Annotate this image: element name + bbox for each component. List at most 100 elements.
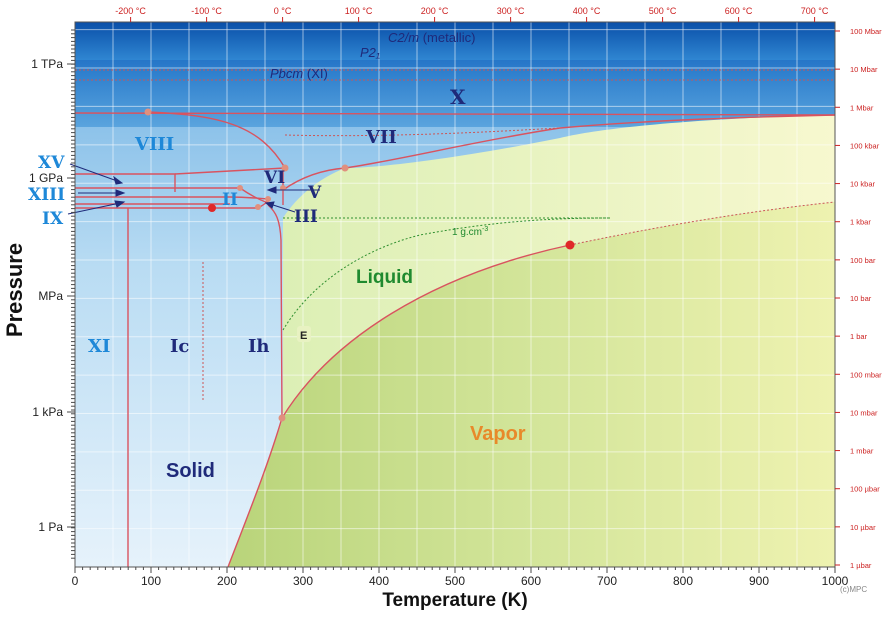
phase-vii-label: VII <box>365 127 397 148</box>
x-tick-label: 500 <box>445 574 465 588</box>
solid-label: Solid <box>166 460 215 482</box>
x-axis: 0 100 200 300 400 500 600 700 800 900 1000 <box>72 567 849 588</box>
x-tick-label: 800 <box>673 574 693 588</box>
right-tick-label: 1 Mbar <box>850 103 874 112</box>
vapor-label: Vapor <box>470 423 526 445</box>
phase-ic-label: Ic <box>170 336 189 357</box>
arrow-head-icon <box>113 175 124 185</box>
x-tick-label: 0 <box>72 574 79 588</box>
liquid-label: Liquid <box>356 267 413 288</box>
phase-ih-label: Ih <box>248 336 270 357</box>
phase-xi-label: XI <box>88 336 110 357</box>
right-tick-label: 100 Mbar <box>850 27 882 36</box>
right-tick-label: 100 kbar <box>850 141 880 150</box>
vii-boundary <box>282 114 836 191</box>
x-tick-label: 300 <box>293 574 313 588</box>
right-tick-label: 100 bar <box>850 256 876 265</box>
label-arrows <box>67 163 320 215</box>
phase-x-label: X <box>450 85 466 109</box>
right-tick-label: 100 mbar <box>850 370 882 379</box>
triple-point <box>265 196 271 202</box>
right-tick-label: 1 µbar <box>850 561 872 570</box>
x-tick-label: 1000 <box>822 574 849 588</box>
triple-point <box>278 414 286 422</box>
phase-ix-label: IX <box>42 209 64 229</box>
phase-xiii-label: XIII <box>28 185 65 205</box>
arrow-head-icon <box>264 201 275 209</box>
top-tick-label: -100 °C <box>191 6 222 16</box>
top-tick-label: 400 °C <box>573 6 601 16</box>
right-tick-label: 10 µbar <box>850 523 876 532</box>
x-boundary <box>74 112 836 116</box>
density-label: 1 g.cm-3 <box>452 226 488 238</box>
y-tick-label: 1 kPa <box>32 405 63 419</box>
triple-point <box>281 164 289 172</box>
arrow-ix <box>67 202 121 215</box>
density-curve <box>282 217 611 331</box>
pbcm-label: Pbcm (XI) <box>270 66 328 81</box>
x-tick-label: 400 <box>369 574 389 588</box>
supercritical-line <box>569 201 836 246</box>
x-tick-label: 600 <box>521 574 541 588</box>
phase-xv-label: XV <box>38 153 65 173</box>
top-tick-label: 600 °C <box>725 6 753 16</box>
right-tick-label: 10 mbar <box>850 408 878 417</box>
right-tick-label: 1 kbar <box>850 218 871 227</box>
triple-point <box>237 185 243 191</box>
y-tick-label: 1 Pa <box>38 520 63 534</box>
top-tick-label: 100 °C <box>345 6 373 16</box>
right-tick-label: 100 µbar <box>850 485 880 494</box>
triple-point <box>144 108 152 116</box>
x-tick-label: 700 <box>597 574 617 588</box>
phase-iii-label: III <box>294 207 318 227</box>
y-axis-title: Pressure <box>2 243 27 337</box>
phase-boundaries <box>74 69 836 568</box>
y-tick-label: 1 GPa <box>29 171 63 185</box>
copyright-label: (c)MPC <box>840 585 867 594</box>
right-axis-bar: 100 Mbar 10 Mbar 1 Mbar 100 kbar 10 kbar 1 kb… <box>835 27 882 570</box>
e-label: E <box>300 330 307 342</box>
top-tick-label: 700 °C <box>801 6 829 16</box>
triple-point <box>341 164 349 172</box>
viii-boundary <box>147 111 286 169</box>
right-tick-label: 10 kbar <box>850 180 876 189</box>
arrow-xv <box>69 163 121 183</box>
x-tick-label: 100 <box>141 574 161 588</box>
triple-points <box>144 108 575 422</box>
vaporization-curve <box>227 244 571 568</box>
top-tick-label: 300 °C <box>497 6 525 16</box>
c2m-label: C2/m (metallic) <box>388 30 475 45</box>
p21-label: P2₁ <box>360 45 380 60</box>
vii-dotted <box>284 127 561 137</box>
y-tick-label: MPa <box>38 289 63 303</box>
y-tick-label: 1 TPa <box>31 57 63 71</box>
phase-labels: C2/m (metallic) P2₁ Pbcm (XI) X VII VIII… <box>28 30 867 594</box>
top-tick-label: -200 °C <box>115 6 146 16</box>
ii-boundary <box>75 196 269 200</box>
right-tick-label: 1 mbar <box>850 447 874 456</box>
arrow-iii <box>269 203 296 213</box>
viii-vii-boundary <box>174 167 286 175</box>
top-tick-label: 500 °C <box>649 6 677 16</box>
arrow-head-icon <box>114 200 126 208</box>
x-axis-title: Temperature (K) <box>382 590 527 611</box>
triple-point <box>255 204 261 210</box>
e-marker <box>297 326 311 342</box>
top-tick-label: 0 °C <box>274 6 292 16</box>
right-tick-label: 10 Mbar <box>850 65 878 74</box>
phase-vi-label: VI <box>263 168 285 188</box>
top-axis-celsius: -200 °C -100 °C 0 °C 100 °C 200 °C 300 °C 400 … <box>115 6 829 22</box>
liquid-region <box>283 115 835 418</box>
y-axis-left: 1 TPa 1 GPa MPa 1 kPa 1 Pa <box>29 29 75 559</box>
top-tick-label: 200 °C <box>421 6 449 16</box>
arrow-head-icon <box>115 189 126 197</box>
phase-ii-label: II <box>222 190 238 210</box>
critical-point <box>565 240 575 250</box>
arrow-head-icon <box>266 186 277 194</box>
triple-point <box>208 204 216 212</box>
right-tick-label: 10 bar <box>850 294 872 303</box>
x-tick-label: 900 <box>749 574 769 588</box>
phase-v-label: V <box>307 183 322 203</box>
